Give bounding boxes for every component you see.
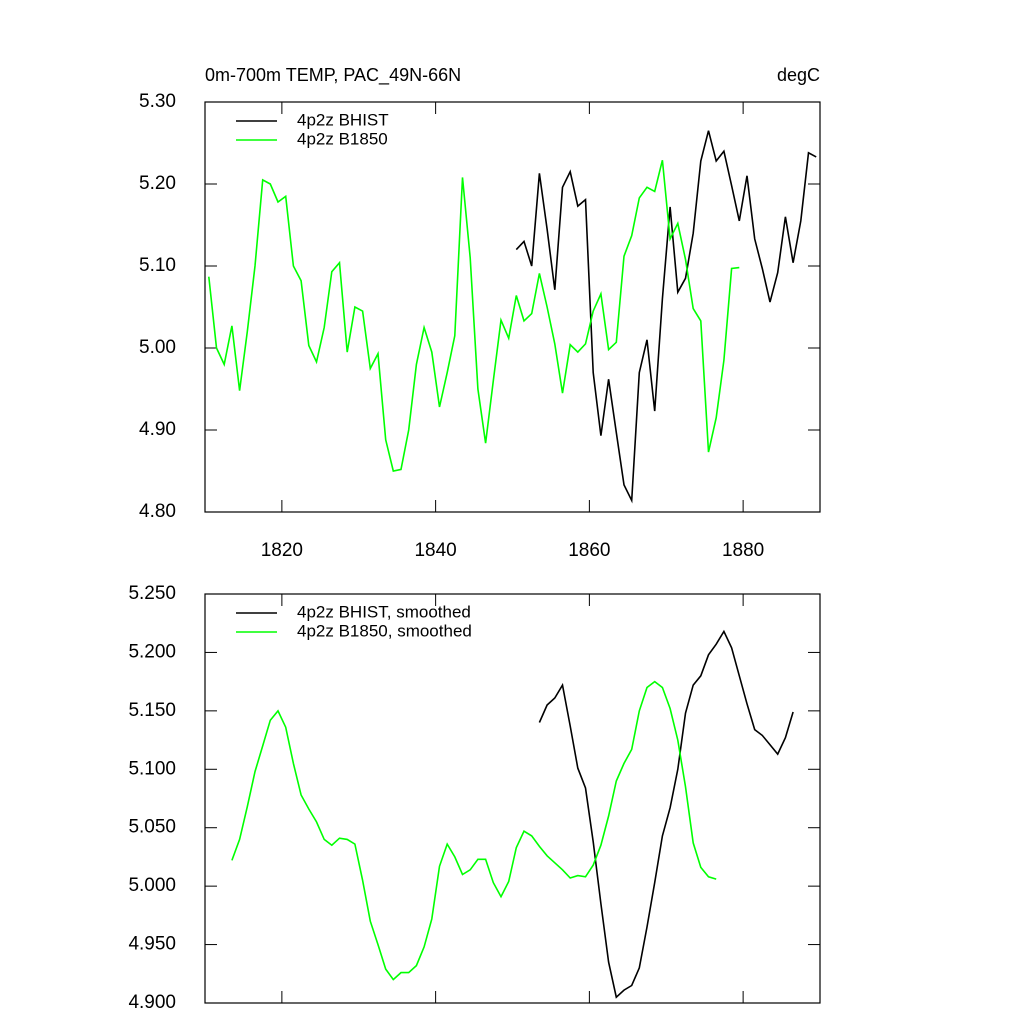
y-tick-label: 5.100 [128,758,176,779]
y-tick-label: 4.80 [139,501,176,522]
y-tick-label: 4.90 [139,419,176,440]
series-line [515,130,817,504]
legend-label: 4p2z B1850, smoothed [297,621,472,640]
series-line [538,629,794,999]
y-tick-label: 5.10 [139,255,176,276]
plot-frame [204,593,821,1004]
y-tick-label: 4.950 [128,934,176,955]
y-tick-label: 5.200 [128,641,176,662]
y-tick-label: 4.900 [128,992,176,1013]
y-tick-label: 5.050 [128,817,176,838]
legend-label: 4p2z BHIST [297,110,389,129]
y-tick-label: 5.00 [139,337,176,358]
x-tick-label: 1860 [568,540,610,561]
y-tick-label: 5.000 [128,875,176,896]
y-tick-label: 5.20 [139,173,176,194]
x-tick-label: 1820 [261,540,303,561]
x-tick-label: 1880 [722,540,764,561]
y-tick-label: 5.250 [128,583,176,604]
x-tick-label: 1840 [414,540,456,561]
series-line [208,160,740,472]
series-line [231,680,717,981]
chart-title: 0m-700m TEMP, PAC_49N-66N [205,65,461,86]
units-label: degC [777,65,820,85]
plot-frame [204,101,821,513]
legend-label: 4p2z B1850 [297,129,388,148]
y-tick-label: 5.30 [139,91,176,112]
y-tick-label: 5.150 [128,700,176,721]
legend-label: 4p2z BHIST, smoothed [297,602,471,621]
